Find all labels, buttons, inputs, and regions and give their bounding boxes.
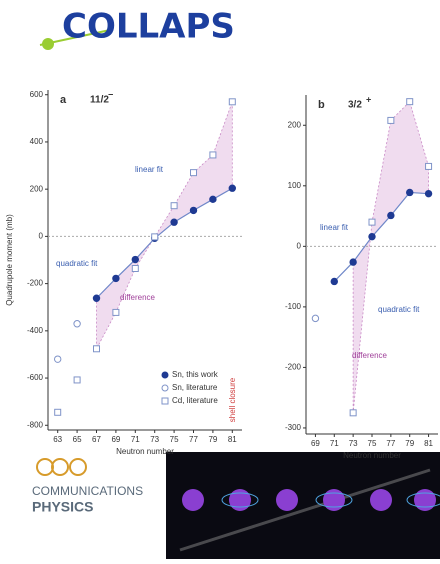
point <box>132 266 138 272</box>
y-tick-label: -600 <box>27 373 44 382</box>
point <box>210 152 216 158</box>
legend-marker <box>162 385 168 391</box>
y-tick-label: 0 <box>39 231 44 240</box>
point <box>210 196 216 202</box>
point <box>93 295 99 301</box>
y-tick-label: 100 <box>288 181 302 190</box>
figure: COLLAPS COMMUNICATIONS PHYSICS -800 -600 -… <box>0 0 440 559</box>
journal-name: PHYSICS <box>32 499 93 515</box>
point <box>388 212 394 218</box>
annotation: difference <box>120 293 156 302</box>
x-tick-label: 67 <box>92 435 101 444</box>
point <box>113 309 119 315</box>
y-tick-label: 600 <box>30 90 44 99</box>
y-tick-label: -100 <box>285 302 302 311</box>
point <box>350 259 356 265</box>
legend-label: Cd, literature <box>172 396 218 405</box>
y-tick-label: -300 <box>285 423 302 432</box>
logo-text: COLLAPS <box>62 7 235 47</box>
y-axis-label: Quadrupole moment (mb) <box>5 214 14 306</box>
point <box>425 190 431 196</box>
logo: COLLAPS <box>40 7 235 51</box>
point <box>74 321 80 327</box>
point <box>407 99 413 105</box>
y-tick-label: -800 <box>27 420 44 429</box>
spin-label: 3/2 <box>348 100 362 111</box>
point <box>426 163 432 169</box>
annotation: quadratic fit <box>378 305 420 314</box>
x-tick-label: 77 <box>386 439 395 448</box>
point <box>132 256 138 262</box>
y-tick-label: -200 <box>285 363 302 372</box>
legend-marker <box>162 398 168 404</box>
x-tick-label: 71 <box>131 435 140 444</box>
x-tick-label: 69 <box>111 435 120 444</box>
x-tick-label: 75 <box>170 435 179 444</box>
legend-marker <box>162 372 168 378</box>
point <box>171 219 177 225</box>
point <box>152 234 158 240</box>
x-tick-label: 79 <box>405 439 414 448</box>
journal-name: COMMUNICATIONS <box>32 484 143 498</box>
x-axis-label: Neutron number <box>116 447 174 456</box>
x-tick-label: 81 <box>228 435 237 444</box>
point <box>190 207 196 213</box>
x-tick-label: 79 <box>208 435 217 444</box>
x-tick-label: 75 <box>368 439 377 448</box>
x-axis-label: Neutron number <box>343 451 401 460</box>
point <box>74 377 80 383</box>
difference-area <box>353 102 428 413</box>
point <box>331 278 337 284</box>
x-tick-label: 63 <box>53 435 62 444</box>
x-tick-label: 65 <box>73 435 82 444</box>
point <box>113 275 119 281</box>
point <box>312 315 318 321</box>
point <box>229 185 235 191</box>
point <box>191 170 197 176</box>
point <box>55 409 61 415</box>
legend-label: Sn, literature <box>172 383 218 392</box>
annotation: linear fit <box>135 165 164 174</box>
annotation: difference <box>352 351 388 360</box>
x-tick-label: 81 <box>424 439 433 448</box>
parity-label: + <box>366 94 371 104</box>
point <box>407 189 413 195</box>
y-tick-label: 200 <box>288 120 302 129</box>
x-tick-label: 73 <box>349 439 358 448</box>
x-tick-label: 71 <box>330 439 339 448</box>
x-tick-label: 73 <box>150 435 159 444</box>
spin-label: 11/2 <box>90 95 109 106</box>
panel-label: b <box>318 99 325 111</box>
page: COLLAPS COMMUNICATIONS PHYSICS -800 -600 -… <box>0 0 440 564</box>
cover-image <box>166 452 440 559</box>
y-tick-label: -200 <box>27 279 44 288</box>
legend-label: Sn, this work <box>172 370 219 379</box>
point <box>369 219 375 225</box>
point <box>388 117 394 123</box>
y-tick-label: -400 <box>27 326 44 335</box>
x-tick-label: 69 <box>311 439 320 448</box>
point <box>369 233 375 239</box>
journal-logo: COMMUNICATIONS PHYSICS <box>32 459 143 515</box>
point <box>171 203 177 209</box>
annotation: linear fit <box>320 223 349 232</box>
point <box>55 356 61 362</box>
annotation: quadratic fit <box>56 259 98 268</box>
y-tick-label: 200 <box>30 184 44 193</box>
parity-label: − <box>108 89 113 99</box>
x-tick-label: 77 <box>189 435 198 444</box>
annotation: shell closure <box>228 377 237 422</box>
point <box>94 346 100 352</box>
y-tick-label: 0 <box>297 241 302 250</box>
y-tick-label: 400 <box>30 137 44 146</box>
point <box>229 99 235 105</box>
point <box>350 410 356 416</box>
panel-label: a <box>60 94 67 106</box>
